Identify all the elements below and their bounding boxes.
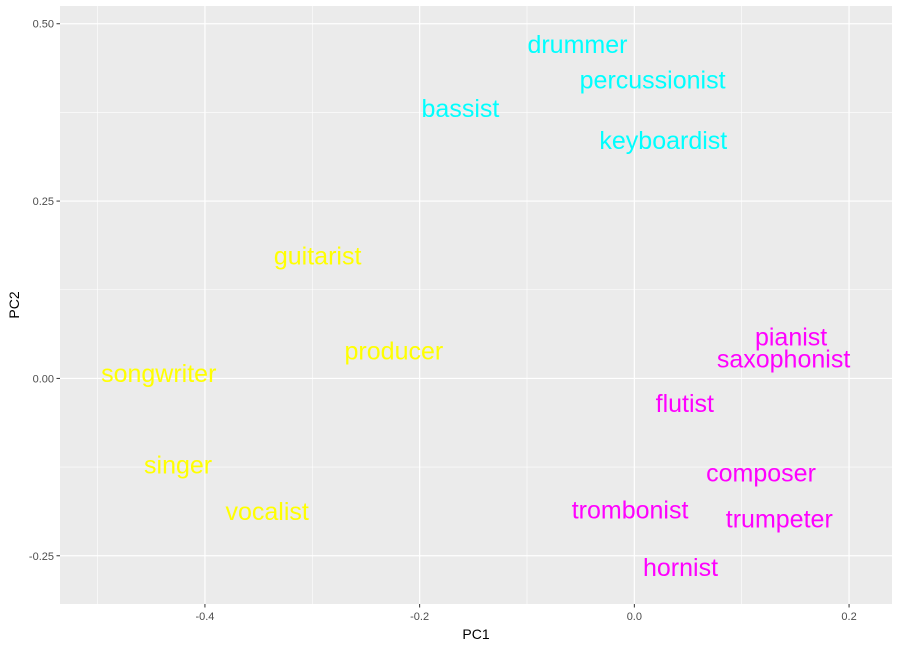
x-tick-label: 0.2 [841,611,856,623]
point-label-singer: singer [144,452,212,480]
major-gridlines [60,6,892,604]
x-tick-label: 0.0 [627,611,642,623]
point-label-hornist: hornist [643,554,718,582]
point-label-bassist: bassist [422,95,500,123]
point-label-keyboardist: keyboardist [599,127,727,155]
x-axis-ticks: -0.4 -0.2 0.0 0.2 [195,604,857,623]
point-label-vocalist: vocalist [226,498,309,526]
y-axis-title: PC2 [6,291,22,318]
point-label-trombonist: trombonist [572,496,689,524]
point-label-composer: composer [706,459,816,487]
minor-gridlines [60,6,892,604]
point-label-trumpeter: trumpeter [726,506,833,534]
point-labels: drummer percussionist bassist keyboardist gu… [101,31,850,582]
y-tick-label: 0.50 [33,19,54,31]
point-label-producer: producer [345,337,444,365]
point-label-drummer: drummer [527,31,627,59]
point-label-percussionist: percussionist [580,66,726,94]
point-label-saxophonist: saxophonist [717,345,850,373]
y-axis-ticks: -0.25 0.00 0.25 0.50 [29,19,60,563]
point-label-songwriter: songwriter [101,360,216,388]
y-tick-label: 0.00 [33,373,54,385]
point-label-guitarist: guitarist [274,242,362,270]
y-tick-label: 0.25 [33,196,54,208]
panel-background [60,6,892,604]
x-tick-label: -0.4 [195,611,214,623]
x-axis-title: PC1 [462,626,489,642]
point-label-pianist: pianist [755,323,827,351]
x-tick-label: -0.2 [410,611,429,623]
point-label-flutist: flutist [656,390,714,418]
y-tick-label: -0.25 [29,551,54,563]
